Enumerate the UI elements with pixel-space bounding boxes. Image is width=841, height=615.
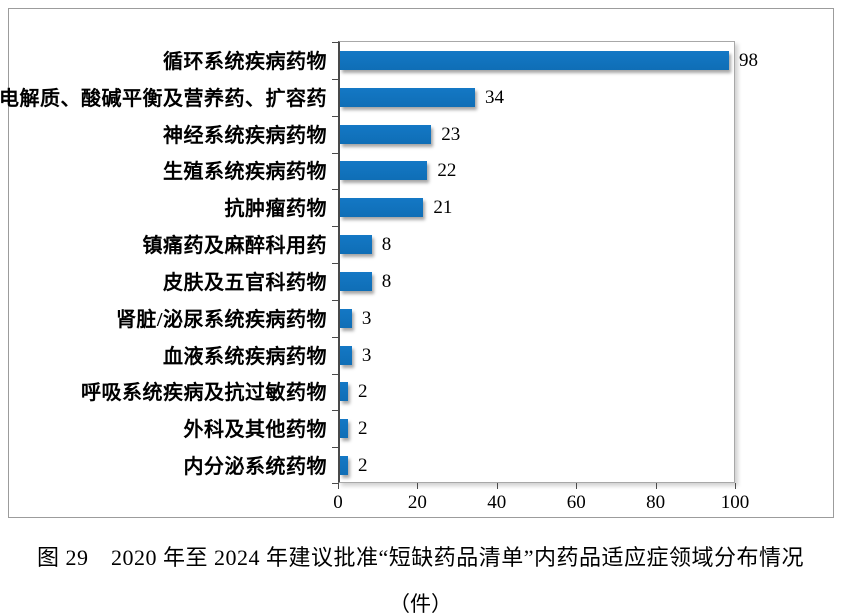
- category-label: 生殖系统疾病药物: [163, 161, 327, 184]
- value-label: 22: [437, 160, 457, 182]
- figure-caption: 图 29 2020 年至 2024 年建议批准“短缺药品清单”内药品适应症领域分…: [0, 540, 841, 615]
- x-axis-tick-label: 80: [646, 492, 666, 513]
- x-axis-tick: [735, 483, 736, 489]
- category-label: 镇痛药及麻醉科用药: [142, 235, 327, 258]
- category-label: 电解质、酸碱平衡及营养药、扩容药: [0, 87, 327, 110]
- chart-frame: 98 34 23 22 21 8 8 3 3 2 2 2 循环系统疾病药物 电解质、酸碱平衡及营养药、扩…: [0, 8, 834, 518]
- y-axis-tick: [332, 337, 339, 338]
- plot-area: 98 34 23 22 21 8 8 3 3 2 2 2: [332, 41, 758, 484]
- y-axis-tick: [332, 153, 339, 154]
- y-axis-tick: [332, 483, 339, 484]
- x-axis-tick-label: 20: [407, 492, 427, 513]
- x-axis-tick: [655, 483, 657, 489]
- value-label: 2: [357, 455, 368, 477]
- value-label: 34: [484, 86, 504, 108]
- y-axis-tick: [332, 189, 339, 190]
- value-label: 98: [739, 49, 759, 71]
- x-axis-tick-label: 100: [720, 492, 750, 513]
- x-axis-tick: [576, 483, 578, 489]
- x-axis-tick-label: 0: [333, 492, 343, 513]
- category-label: 循环系统疾病药物: [163, 50, 327, 73]
- category-label: 内分泌系统药物: [183, 456, 327, 479]
- value-label: 3: [361, 307, 372, 329]
- value-label: 8: [381, 270, 392, 292]
- category-label: 血液系统疾病药物: [163, 345, 327, 368]
- y-axis-tick: [332, 410, 339, 411]
- bar: [340, 198, 424, 218]
- x-axis-tick: [417, 483, 419, 489]
- caption-unit: （件）: [389, 592, 452, 615]
- x-axis-tick: [338, 483, 339, 489]
- bar: [340, 235, 372, 255]
- x-axis-tick-label: 40: [487, 492, 507, 513]
- y-axis-tick: [332, 447, 339, 448]
- bar: [340, 345, 352, 365]
- x-axis-tick-label: 60: [566, 492, 586, 513]
- value-label: 21: [433, 197, 453, 219]
- x-axis-tick: [496, 483, 498, 489]
- bar: [340, 87, 475, 107]
- category-label: 神经系统疾病药物: [163, 124, 327, 147]
- y-axis-tick: [332, 263, 339, 264]
- category-label: 肾脏/泌尿系统疾病药物: [115, 308, 327, 331]
- y-axis-tick: [332, 79, 339, 80]
- bar: [340, 419, 348, 439]
- bar: [340, 308, 352, 328]
- y-axis-tick: [332, 116, 339, 117]
- y-axis-tick: [332, 300, 339, 301]
- bar: [340, 271, 372, 291]
- value-label: 8: [381, 234, 392, 256]
- value-label: 23: [441, 123, 461, 145]
- bar: [340, 456, 348, 476]
- category-label: 外科及其他药物: [183, 419, 327, 442]
- y-axis-tick: [332, 42, 339, 43]
- category-label: 皮肤及五官科药物: [163, 271, 327, 294]
- bar: [340, 382, 348, 402]
- value-label: 2: [357, 418, 368, 440]
- y-axis-tick: [332, 226, 339, 227]
- bar: [340, 124, 432, 144]
- value-label: 2: [357, 381, 368, 403]
- bar: [340, 161, 428, 181]
- value-label: 3: [361, 344, 372, 366]
- category-label: 抗肿瘤药物: [224, 198, 327, 221]
- y-axis-tick: [332, 374, 339, 375]
- caption-title: 图 29 2020 年至 2024 年建议批准“短缺药品清单”内药品适应症领域分…: [36, 545, 805, 570]
- bar: [340, 50, 730, 70]
- category-label: 呼吸系统疾病及抗过敏药物: [81, 382, 327, 405]
